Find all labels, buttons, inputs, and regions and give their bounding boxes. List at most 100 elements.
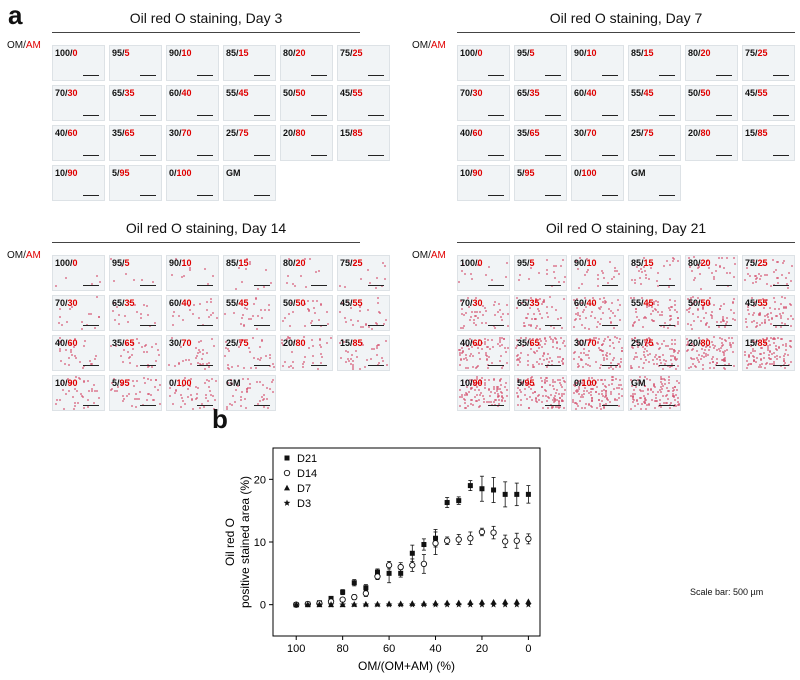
stain-dot	[367, 268, 370, 271]
stain-dot	[459, 354, 462, 357]
stain-dot	[470, 310, 473, 313]
stain-dot	[527, 278, 530, 281]
stain-dot	[597, 320, 600, 323]
stain-dot	[776, 336, 779, 339]
stain-dot	[785, 283, 788, 286]
stain-dot	[210, 393, 213, 396]
stain-dot	[545, 312, 548, 315]
tile-ratio-label: 50/50	[283, 88, 306, 98]
scale-bar	[716, 75, 732, 76]
stain-dot	[172, 314, 175, 317]
stain-dot	[572, 383, 575, 386]
tile-ratio-label: 15/85	[340, 338, 363, 348]
stain-dot	[725, 322, 728, 325]
tile-ratio-label: 45/55	[340, 298, 363, 308]
stain-dot	[664, 321, 666, 324]
tile-slash: /	[470, 378, 473, 388]
tile-slash: /	[293, 338, 296, 348]
tile-am-value: 30	[472, 298, 483, 308]
tile-am-value: 70	[586, 338, 597, 348]
stain-dot	[634, 386, 637, 389]
stain-dot	[575, 318, 578, 321]
stain-dot	[706, 321, 709, 324]
tile-am-value: 50	[700, 298, 711, 308]
staining-tile: 25/75	[628, 125, 681, 161]
stain-dot	[79, 360, 81, 363]
stain-dot	[529, 348, 532, 351]
stain-dot	[524, 387, 527, 390]
stain-dot	[660, 314, 663, 317]
stain-dot	[207, 282, 210, 285]
stain-dot	[732, 297, 735, 300]
tile-ratio-label: 25/75	[226, 338, 249, 348]
stain-dot	[605, 300, 607, 303]
stain-dot	[188, 384, 191, 387]
tile-slash: /	[522, 168, 525, 178]
stain-dot	[767, 340, 770, 343]
stain-dot	[767, 354, 770, 357]
stain-dot	[620, 395, 623, 398]
tile-om-value: 60	[574, 88, 585, 98]
stain-dot	[74, 357, 77, 360]
stain-dot	[486, 364, 489, 367]
data-point-d21	[293, 602, 299, 608]
tile-om-value: 80	[688, 48, 699, 58]
stain-dot	[579, 317, 582, 320]
tile-ratio-label: 80/20	[283, 48, 306, 58]
stain-dot	[674, 358, 677, 361]
stain-dot	[519, 389, 521, 392]
stain-dot	[697, 354, 700, 357]
stain-dot	[782, 260, 785, 263]
data-point-d3	[443, 601, 451, 608]
stain-dot	[260, 395, 263, 398]
stain-dot	[302, 363, 305, 366]
stain-dot	[258, 380, 261, 383]
stain-dot	[349, 318, 352, 321]
tile-ratio-label: 100/0	[460, 258, 483, 268]
stain-dot	[593, 337, 596, 340]
stain-dot	[766, 313, 768, 316]
stain-dot	[540, 362, 543, 365]
data-point-d21	[386, 570, 392, 576]
tile-om-value: 95	[112, 258, 123, 268]
tile-ratio-label: 60/40	[574, 88, 597, 98]
tile-slash: /	[179, 298, 182, 308]
stain-dot	[245, 389, 248, 392]
stain-dot	[668, 407, 671, 410]
stain-dot	[143, 382, 146, 384]
stain-dot	[504, 275, 507, 278]
tile-ratio-label: 35/65	[517, 128, 540, 138]
stain-dot	[133, 384, 136, 387]
stain-dot	[494, 403, 496, 406]
stain-dot	[369, 357, 372, 360]
scale-bar	[254, 365, 270, 366]
stain-dot	[473, 311, 476, 314]
stain-dot	[704, 352, 707, 355]
scale-bar	[140, 155, 156, 156]
stain-dot	[750, 297, 753, 300]
stain-dot	[90, 388, 93, 391]
tile-om-value: 65	[517, 88, 528, 98]
scale-bar	[773, 285, 789, 286]
stain-dot	[313, 312, 316, 315]
stain-dot	[672, 258, 675, 261]
stain-dot	[140, 317, 143, 320]
stain-dot	[765, 338, 768, 341]
stain-dot	[659, 391, 662, 394]
stain-dot	[470, 346, 473, 349]
stain-dot	[516, 403, 519, 406]
stain-dot	[705, 346, 708, 349]
stain-dot	[554, 394, 557, 397]
stain-dot	[786, 353, 789, 356]
stain-dot	[645, 276, 648, 279]
stain-dot	[533, 384, 536, 387]
stain-dot	[88, 360, 91, 363]
stain-dot	[198, 351, 201, 354]
stain-dot	[268, 387, 271, 390]
stain-dot	[638, 319, 641, 322]
stain-dot	[712, 366, 715, 369]
stain-dot	[288, 343, 291, 346]
scale-bar	[311, 155, 327, 156]
stain-dot	[549, 338, 552, 341]
tile-om-value: 35	[112, 128, 123, 138]
